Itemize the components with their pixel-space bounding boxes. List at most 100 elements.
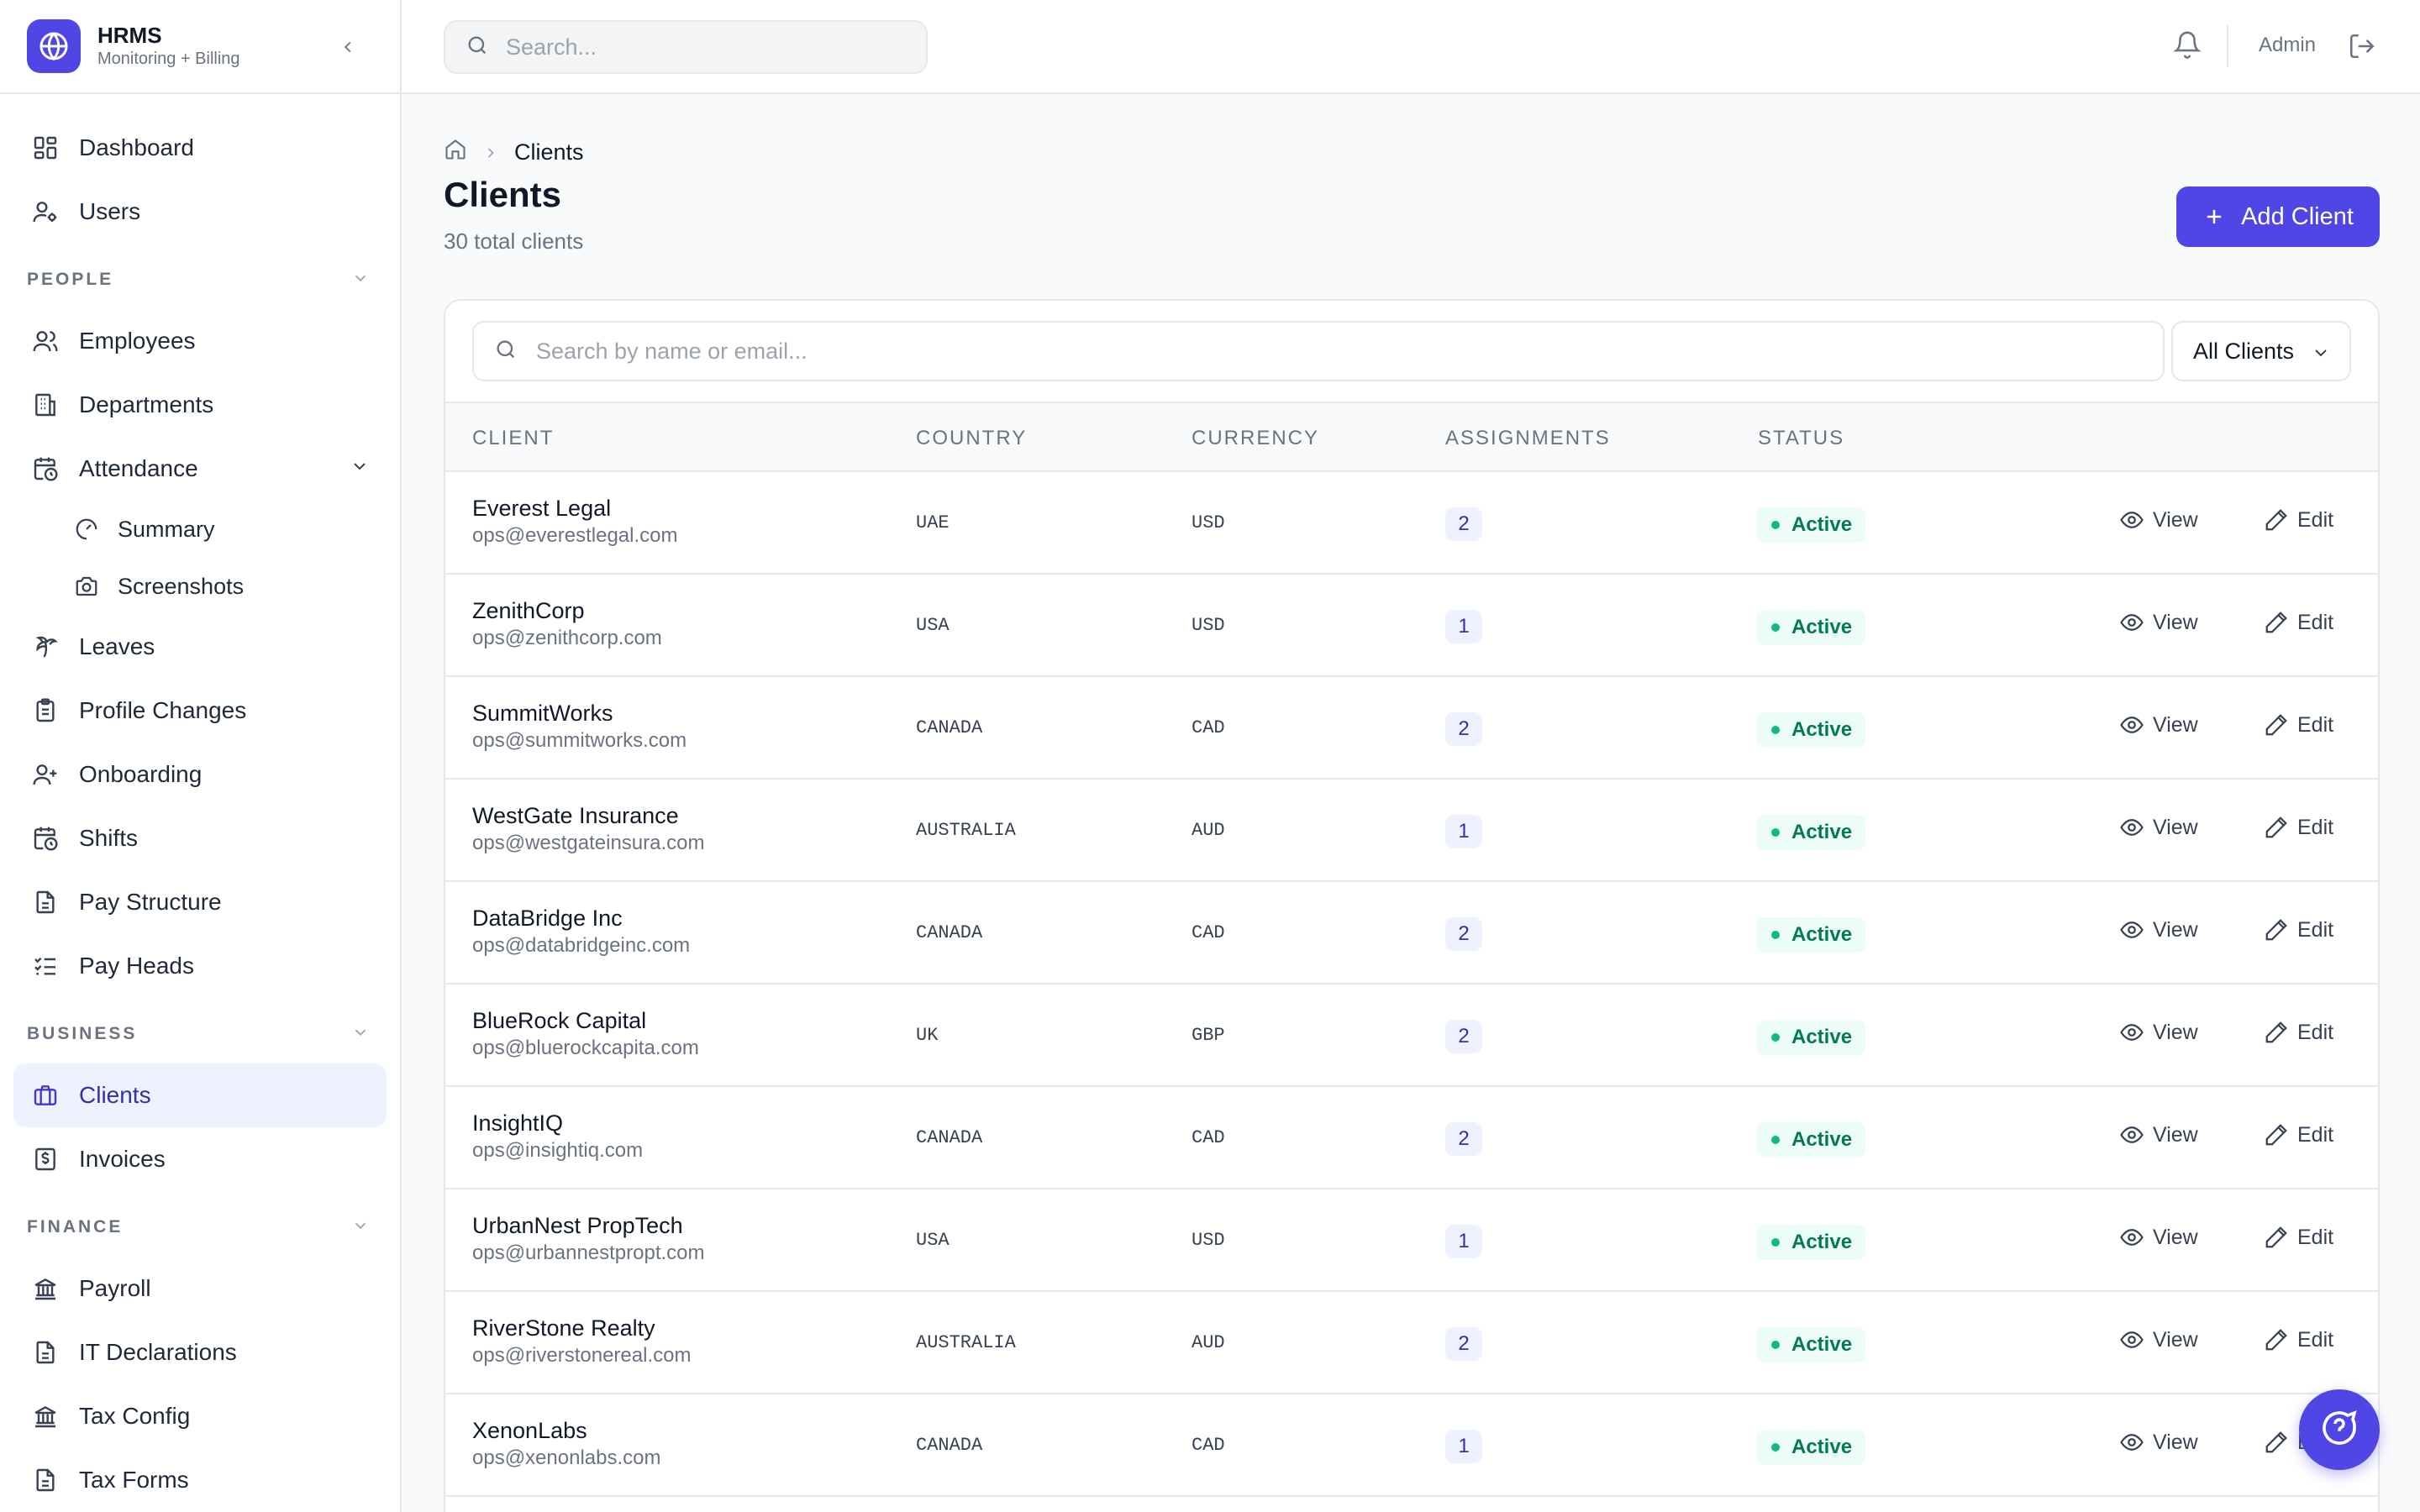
client-name[interactable]: UrbanNest PropTech [472, 1213, 683, 1238]
client-country: AUSTRALIA [916, 820, 1016, 841]
client-name[interactable]: ZenithCorp [472, 598, 585, 623]
sidebar-item-departments[interactable]: Departments [13, 373, 387, 437]
add-client-button[interactable]: Add Client [2176, 186, 2380, 247]
table-row: XenonLabs ops@xenonlabs.com CANADA CAD 1… [445, 1394, 2378, 1497]
section-finance[interactable]: FINANCE [0, 1198, 400, 1257]
status-dot [1771, 1341, 1780, 1349]
view-button[interactable]: View [2119, 815, 2198, 840]
view-button[interactable]: View [2119, 712, 2198, 738]
view-button[interactable]: View [2119, 1020, 2198, 1045]
sidebar-subitem-screenshots[interactable]: Screenshots [0, 558, 400, 615]
edit-button[interactable]: Edit [2264, 712, 2333, 738]
sidebar-item-pay-structure[interactable]: Pay Structure [13, 870, 387, 934]
sidebar-item-payroll[interactable]: Payroll [13, 1257, 387, 1320]
table-row: RiverStone Realty ops@riverstonereal.com… [445, 1292, 2378, 1394]
client-name[interactable]: Everest Legal [472, 496, 612, 521]
breadcrumb-current: Clients [514, 139, 584, 165]
client-name[interactable]: BlueRock Capital [472, 1008, 647, 1033]
view-button[interactable]: View [2119, 1122, 2198, 1147]
client-currency: USD [1192, 512, 1225, 533]
client-name[interactable]: InsightIQ [472, 1110, 564, 1136]
bank-icon [30, 1401, 60, 1431]
calendar-clock-icon [30, 823, 60, 853]
sidebar-item-it-declarations[interactable]: IT Declarations [13, 1320, 387, 1384]
view-button[interactable]: View [2119, 507, 2198, 533]
edit-button[interactable]: Edit [2264, 507, 2333, 533]
clipboard-icon [30, 696, 60, 726]
help-button[interactable] [2299, 1389, 2380, 1470]
palm-tree-icon [30, 632, 60, 662]
logout-icon[interactable] [2348, 32, 2376, 65]
sidebar-item-profile-changes[interactable]: Profile Changes [13, 679, 387, 743]
sidebar-item-clients[interactable]: Clients [13, 1063, 387, 1127]
sidebar-item-tax-forms[interactable]: Tax Forms [13, 1448, 387, 1512]
sidebar-item-label: Leaves [79, 633, 155, 659]
view-label: View [2153, 1122, 2198, 1147]
table-row: BlueRock Capital ops@bluerockcapita.com … [445, 984, 2378, 1087]
pencil-icon [2264, 610, 2289, 635]
bell-icon[interactable] [2173, 30, 2202, 63]
section-people[interactable]: PEOPLE [0, 250, 400, 309]
global-search-input[interactable] [506, 34, 892, 60]
status-label: Active [1791, 1436, 1853, 1458]
column-header-country[interactable]: COUNTRY [916, 427, 1028, 449]
global-search[interactable] [444, 20, 928, 74]
collapse-sidebar-button[interactable] [333, 32, 363, 62]
client-currency: CAD [1192, 1435, 1225, 1456]
section-label: BUSINESS [27, 1024, 138, 1043]
edit-button[interactable]: Edit [2264, 815, 2333, 840]
client-name[interactable]: DataBridge Inc [472, 906, 623, 931]
client-name[interactable]: WestGate Insurance [472, 803, 679, 828]
column-header-status[interactable]: STATUS [1758, 427, 1845, 449]
column-header-client[interactable]: CLIENT [472, 427, 555, 449]
plus-icon [2202, 205, 2226, 228]
sidebar-item-shifts[interactable]: Shifts [13, 806, 387, 870]
table-search[interactable] [472, 321, 2165, 381]
sidebar-item-leaves[interactable]: Leaves [13, 615, 387, 679]
view-button[interactable]: View [2119, 917, 2198, 942]
sidebar-subitem-summary[interactable]: Summary [0, 501, 400, 558]
status-dot [1771, 1238, 1780, 1247]
status-badge: Active [1756, 1327, 1866, 1362]
sidebar-item-pay-heads[interactable]: Pay Heads [13, 934, 387, 998]
sidebar-item-onboarding[interactable]: Onboarding [13, 743, 387, 806]
edit-button[interactable]: Edit [2264, 1327, 2333, 1352]
camera-icon [72, 572, 101, 601]
view-button[interactable]: View [2119, 610, 2198, 635]
section-label: PEOPLE [27, 270, 114, 289]
sidebar-item-invoices[interactable]: Invoices [13, 1127, 387, 1191]
table-search-input[interactable] [536, 338, 2133, 365]
edit-button[interactable]: Edit [2264, 610, 2333, 635]
client-email: ops@summitworks.com [472, 729, 687, 752]
edit-button[interactable]: Edit [2264, 1122, 2333, 1147]
column-header-assignments[interactable]: ASSIGNMENTS [1445, 427, 1611, 449]
home-icon[interactable] [444, 138, 467, 167]
edit-button[interactable]: Edit [2264, 1225, 2333, 1250]
client-name[interactable]: SummitWorks [472, 701, 613, 726]
user-name[interactable]: Admin [2258, 34, 2316, 56]
client-country: CANADA [916, 1435, 983, 1456]
edit-button[interactable]: Edit [2264, 917, 2333, 942]
view-button[interactable]: View [2119, 1225, 2198, 1250]
client-name[interactable]: XenonLabs [472, 1418, 587, 1443]
sidebar-item-employees[interactable]: Employees [13, 309, 387, 373]
sidebar-item-tax-config[interactable]: Tax Config [13, 1384, 387, 1448]
client-currency: CAD [1192, 922, 1225, 943]
assignments-badge: 1 [1445, 1225, 1482, 1258]
column-header-currency[interactable]: CURRENCY [1192, 427, 1320, 449]
sidebar-item-users[interactable]: Users [13, 180, 387, 244]
client-cell: BlueRock Capital ops@bluerockcapita.com [472, 1006, 699, 1062]
status-badge: Active [1756, 610, 1866, 645]
status-dot [1771, 1033, 1780, 1042]
client-filter-select[interactable]: All Clients [2171, 321, 2351, 381]
client-name[interactable]: RiverStone Realty [472, 1315, 655, 1341]
edit-button[interactable]: Edit [2264, 1020, 2333, 1045]
view-button[interactable]: View [2119, 1430, 2198, 1455]
view-button[interactable]: View [2119, 1327, 2198, 1352]
status-label: Active [1791, 1128, 1853, 1151]
sidebar-item-attendance[interactable]: Attendance [13, 437, 387, 501]
sidebar-item-dashboard[interactable]: Dashboard [13, 116, 387, 180]
section-business[interactable]: BUSINESS [0, 1005, 400, 1063]
chevron-down-icon [351, 1023, 370, 1047]
table-row: UrbanNest PropTech ops@urbannestpropt.co… [445, 1189, 2378, 1292]
